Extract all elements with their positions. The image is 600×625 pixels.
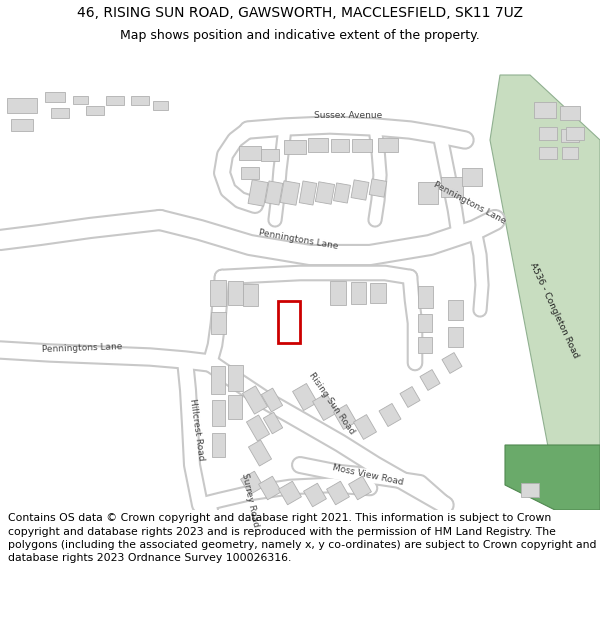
Bar bbox=[539, 147, 557, 159]
Bar bbox=[278, 301, 300, 343]
Bar bbox=[378, 138, 398, 152]
Bar bbox=[334, 404, 356, 429]
Bar bbox=[212, 400, 224, 426]
Bar bbox=[370, 283, 386, 303]
Bar bbox=[73, 96, 88, 104]
Bar bbox=[239, 146, 261, 160]
Bar bbox=[228, 395, 242, 419]
Text: Penningtons Lane: Penningtons Lane bbox=[433, 180, 508, 226]
Bar bbox=[248, 180, 268, 206]
Bar bbox=[448, 300, 463, 320]
Bar bbox=[379, 404, 401, 426]
Bar bbox=[45, 92, 65, 102]
Bar bbox=[539, 126, 557, 139]
Bar bbox=[448, 327, 463, 347]
Bar bbox=[241, 167, 259, 179]
Bar bbox=[560, 106, 580, 120]
Bar bbox=[330, 281, 346, 305]
Bar bbox=[462, 168, 482, 186]
Bar bbox=[131, 96, 149, 104]
Bar bbox=[242, 386, 268, 414]
Bar bbox=[263, 412, 283, 434]
Bar bbox=[442, 352, 462, 373]
Bar bbox=[441, 177, 463, 197]
Text: Penningtons Lane: Penningtons Lane bbox=[257, 229, 338, 251]
Bar bbox=[284, 140, 306, 154]
Bar bbox=[418, 182, 438, 204]
Bar bbox=[106, 96, 124, 104]
Bar bbox=[211, 366, 225, 394]
Bar bbox=[420, 369, 440, 391]
Bar bbox=[261, 149, 279, 161]
Bar bbox=[308, 138, 328, 152]
Bar bbox=[280, 181, 300, 205]
Bar bbox=[7, 98, 37, 112]
Bar bbox=[369, 179, 387, 197]
Text: Map shows position and indicative extent of the property.: Map shows position and indicative extent… bbox=[120, 29, 480, 42]
Bar bbox=[212, 433, 224, 457]
Bar bbox=[211, 312, 226, 334]
Bar bbox=[241, 471, 263, 495]
Text: Penningtons Lane: Penningtons Lane bbox=[41, 342, 122, 354]
Bar bbox=[51, 108, 69, 118]
Text: Contains OS data © Crown copyright and database right 2021. This information is : Contains OS data © Crown copyright and d… bbox=[8, 514, 596, 563]
Bar bbox=[210, 280, 226, 306]
Bar bbox=[353, 414, 376, 439]
Bar bbox=[316, 182, 335, 204]
Polygon shape bbox=[505, 445, 600, 510]
Bar bbox=[304, 483, 326, 507]
Bar bbox=[265, 181, 283, 205]
Bar bbox=[352, 139, 372, 151]
Text: Sussex Avenue: Sussex Avenue bbox=[314, 111, 382, 119]
Bar bbox=[534, 102, 556, 118]
Bar bbox=[400, 387, 420, 408]
Bar bbox=[299, 181, 317, 205]
Text: Moss View Road: Moss View Road bbox=[332, 463, 404, 487]
Bar bbox=[418, 286, 433, 308]
Bar bbox=[86, 106, 104, 114]
Bar bbox=[331, 139, 349, 151]
Bar bbox=[242, 284, 257, 306]
Bar bbox=[227, 281, 242, 305]
Bar bbox=[418, 337, 432, 353]
Bar bbox=[521, 483, 539, 497]
Bar bbox=[11, 119, 33, 131]
Bar bbox=[152, 101, 167, 109]
Bar bbox=[561, 129, 579, 141]
Bar bbox=[326, 481, 349, 505]
Text: Rising Sun Road: Rising Sun Road bbox=[307, 371, 356, 436]
Bar bbox=[566, 126, 584, 139]
Bar bbox=[313, 394, 337, 421]
Bar bbox=[262, 388, 283, 412]
Bar bbox=[227, 365, 242, 391]
Bar bbox=[418, 314, 432, 332]
Bar bbox=[293, 384, 317, 411]
Text: Surrey Road: Surrey Road bbox=[240, 472, 260, 528]
Bar bbox=[248, 440, 272, 466]
Text: Hillcrest Road: Hillcrest Road bbox=[188, 398, 206, 462]
Bar bbox=[349, 476, 371, 500]
Text: A536 - Congleton Road: A536 - Congleton Road bbox=[528, 261, 580, 359]
Bar bbox=[259, 476, 281, 500]
Bar bbox=[278, 481, 301, 505]
Polygon shape bbox=[490, 75, 600, 510]
Bar bbox=[334, 183, 350, 203]
Bar bbox=[562, 147, 578, 159]
Bar bbox=[351, 180, 369, 200]
Text: 46, RISING SUN ROAD, GAWSWORTH, MACCLESFIELD, SK11 7UZ: 46, RISING SUN ROAD, GAWSWORTH, MACCLESF… bbox=[77, 6, 523, 19]
Bar bbox=[247, 415, 269, 441]
Bar bbox=[350, 282, 365, 304]
